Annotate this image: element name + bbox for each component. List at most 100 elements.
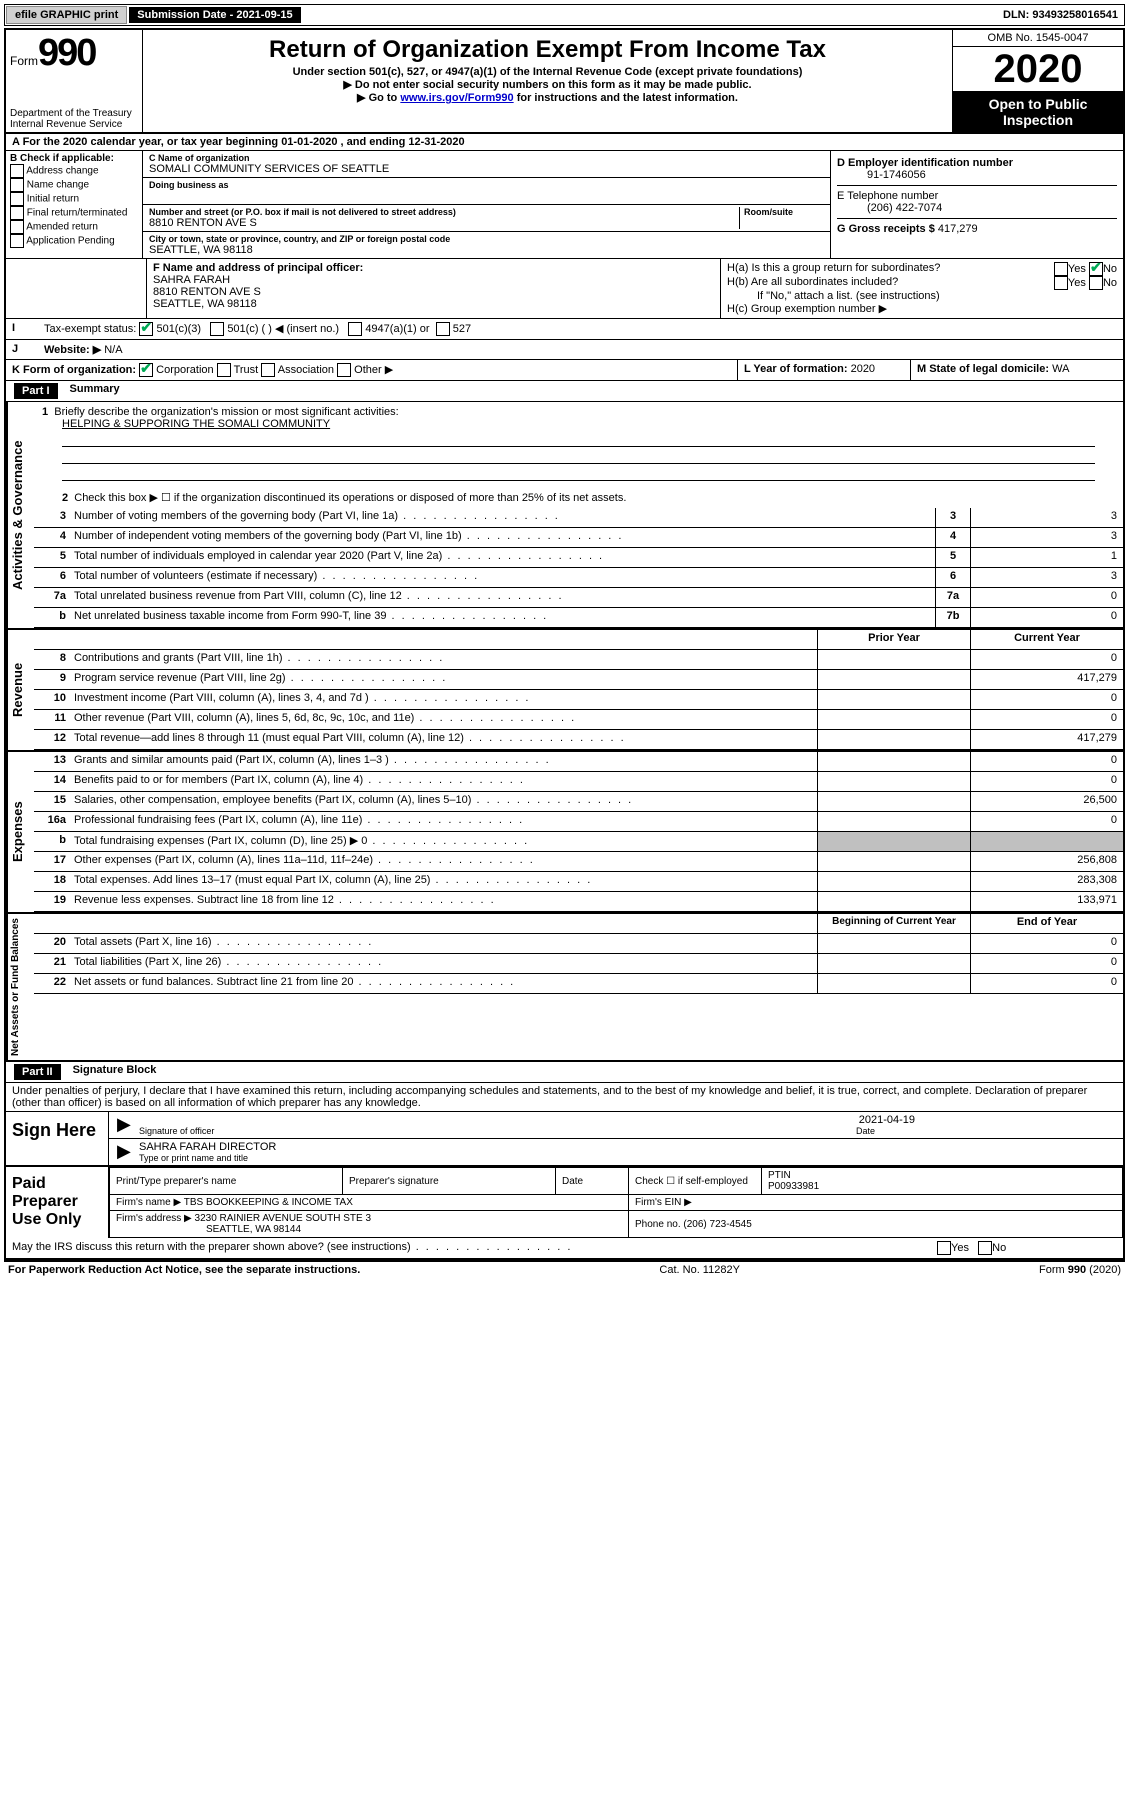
firm-ein-label: Firm's EIN ▶: [629, 1195, 1123, 1211]
check-app-pending[interactable]: [10, 234, 24, 248]
line-row: 19Revenue less expenses. Subtract line 1…: [34, 892, 1123, 912]
part1-header: Part I: [14, 383, 58, 399]
firm-name-label: Firm's name ▶: [116, 1197, 181, 1208]
col-begin: Beginning of Current Year: [817, 914, 970, 933]
sign-here-label: Sign Here: [6, 1112, 109, 1165]
tax-year: 2020: [953, 47, 1123, 92]
form-title-block: Return of Organization Exempt From Incom…: [143, 30, 952, 132]
col-prior: Prior Year: [817, 630, 970, 649]
sub3-post: for instructions and the latest informat…: [514, 92, 738, 104]
i-label: Tax-exempt status:: [44, 323, 136, 335]
check-501c[interactable]: [210, 322, 224, 336]
line-row: 14Benefits paid to or for members (Part …: [34, 772, 1123, 792]
footer-right: Form 990 (2020): [1039, 1264, 1121, 1276]
check-address-change[interactable]: [10, 164, 24, 178]
hb-no[interactable]: [1089, 276, 1103, 290]
check-corp[interactable]: [139, 363, 153, 377]
i-o3: 4947(a)(1) or: [365, 323, 429, 335]
check-initial-return[interactable]: [10, 192, 24, 206]
b-item-5: Application Pending: [26, 236, 114, 247]
paid-preparer-label: Paid Preparer Use Only: [6, 1167, 109, 1238]
check-501c3[interactable]: [139, 322, 153, 336]
j-label: Website: ▶: [44, 344, 101, 356]
ha-yes[interactable]: [1054, 262, 1068, 276]
form-right-block: OMB No. 1545-0047 2020 Open to Public In…: [952, 30, 1123, 132]
addr-label: Number and street (or P.O. box if mail i…: [149, 207, 739, 217]
part2-header: Part II: [14, 1064, 61, 1080]
form-title: Return of Organization Exempt From Incom…: [149, 36, 946, 64]
sig-name-line: SAHRA FARAH DIRECTOR Type or print name …: [109, 1139, 1123, 1165]
form-id-block: Form990 Department of the Treasury Inter…: [6, 30, 143, 132]
k-o1: Corporation: [156, 364, 213, 376]
col-d-ein: D Employer identification number 91-1746…: [831, 151, 1123, 258]
subtitle-2: ▶ Do not enter social security numbers o…: [149, 78, 946, 91]
sig-officer-label: Signature of officer: [139, 1126, 214, 1136]
tel-label: E Telephone number: [837, 190, 938, 202]
open-public: Open to Public Inspection: [953, 92, 1123, 132]
row-i: I Tax-exempt status: 501(c)(3) 501(c) ( …: [6, 319, 1123, 340]
sub3-pre: ▶ Go to: [357, 92, 400, 104]
l-label: L Year of formation:: [744, 363, 848, 375]
k-o4: Other ▶: [354, 364, 393, 376]
hc-label: H(c) Group exemption number ▶: [727, 302, 1117, 315]
part1-title: Summary: [58, 383, 120, 399]
check-name-change[interactable]: [10, 178, 24, 192]
form-header: Form990 Department of the Treasury Inter…: [6, 30, 1123, 134]
b-item-2: Initial return: [27, 194, 79, 205]
tel-value: (206) 422-7074: [837, 202, 942, 214]
discuss-no[interactable]: [978, 1241, 992, 1255]
top-bar: efile GRAPHIC print Submission Date - 20…: [4, 4, 1125, 26]
m-label: M State of legal domicile:: [917, 363, 1049, 375]
label-activities: Activities & Governance: [6, 402, 34, 628]
check-4947[interactable]: [348, 322, 362, 336]
officer-name-title: SAHRA FARAH DIRECTOR: [139, 1141, 1115, 1153]
label-netassets: Net Assets or Fund Balances: [6, 914, 34, 1060]
hb-yes[interactable]: [1054, 276, 1068, 290]
dln-label: DLN:: [1003, 9, 1029, 21]
line-row: 13Grants and similar amounts paid (Part …: [34, 752, 1123, 772]
line-row: bTotal fundraising expenses (Part IX, co…: [34, 832, 1123, 852]
check-other[interactable]: [337, 363, 351, 377]
line-row: 16aProfessional fundraising fees (Part I…: [34, 812, 1123, 832]
form-num: 990: [38, 32, 95, 74]
line-row: 4Number of independent voting members of…: [34, 528, 1123, 548]
efile-print-button[interactable]: efile GRAPHIC print: [6, 6, 127, 24]
form-prefix: Form: [10, 54, 38, 68]
footer-mid: Cat. No. 11282Y: [659, 1264, 740, 1276]
dln: DLN: 93493258016541: [1003, 9, 1124, 21]
line-row: 5Total number of individuals employed in…: [34, 548, 1123, 568]
c-name-label: C Name of organization: [149, 153, 824, 163]
omb-number: OMB No. 1545-0047: [953, 30, 1123, 47]
sig-date: 2021-04-19: [859, 1114, 1115, 1126]
i-o4: 527: [453, 323, 471, 335]
line-row: 8Contributions and grants (Part VIII, li…: [34, 650, 1123, 670]
line-row: 3Number of voting members of the governi…: [34, 508, 1123, 528]
b-item-0: Address change: [26, 166, 98, 177]
part2-title-row: Part II Signature Block: [6, 1060, 1123, 1083]
check-527[interactable]: [436, 322, 450, 336]
firm-addr-label: Firm's address ▶: [116, 1213, 192, 1224]
ha-no[interactable]: [1089, 262, 1103, 276]
dba-label: Doing business as: [149, 180, 824, 190]
part1-title-row: Part I Summary: [6, 381, 1123, 402]
col-end: End of Year: [970, 914, 1123, 933]
line-row: 18Total expenses. Add lines 13–17 (must …: [34, 872, 1123, 892]
f-label: F Name and address of principal officer:: [153, 262, 363, 274]
self-employed-check[interactable]: Check ☐ if self-employed: [629, 1168, 762, 1195]
check-amended[interactable]: [10, 220, 24, 234]
discuss-label: May the IRS discuss this return with the…: [6, 1238, 931, 1258]
b-item-1: Name change: [27, 180, 89, 191]
b-label: B Check if applicable:: [10, 153, 114, 164]
check-final-return[interactable]: [10, 206, 24, 220]
row-fh: F Name and address of principal officer:…: [6, 259, 1123, 319]
discuss-yes[interactable]: [937, 1241, 951, 1255]
org-address: 8810 RENTON AVE S: [149, 217, 739, 229]
hb-note: If "No," attach a list. (see instruction…: [727, 290, 1117, 302]
i-o1: 501(c)(3): [156, 323, 201, 335]
form990-link[interactable]: www.irs.gov/Form990: [400, 92, 513, 104]
check-trust[interactable]: [217, 363, 231, 377]
label-revenue: Revenue: [6, 630, 34, 750]
k-o2: Trust: [234, 364, 259, 376]
check-assoc[interactable]: [261, 363, 275, 377]
b-item-3: Final return/terminated: [27, 208, 128, 219]
